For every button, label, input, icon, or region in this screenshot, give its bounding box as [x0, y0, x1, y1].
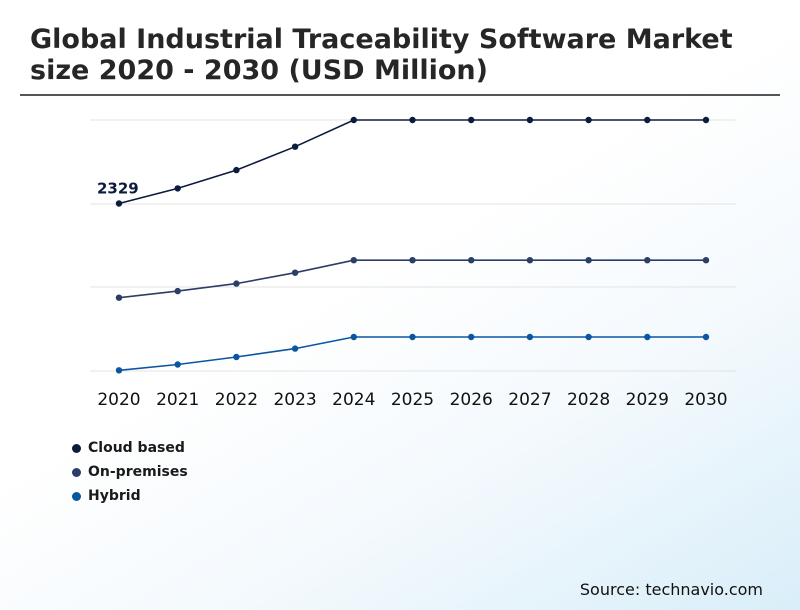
source-credit: Source: technavio.com — [579, 580, 763, 599]
legend-label: Cloud based — [88, 440, 185, 456]
x-tick-label: 2020 — [97, 390, 140, 410]
x-tick-label: 2028 — [567, 390, 610, 410]
data-point-on-premises — [115, 294, 123, 301]
line-chart: 2329 2020 2021 2022 2023 2024 2025 2026 2027 202… — [90, 116, 736, 410]
x-tick-label: 2022 — [215, 390, 258, 410]
data-point-cloud-based — [644, 116, 651, 124]
data-point-on-premises — [233, 280, 240, 287]
legend-label: On-premises — [88, 464, 188, 480]
legend-item-hybrid[interactable]: Hybrid — [72, 484, 188, 508]
series-points — [115, 116, 710, 374]
x-tick-label: 2023 — [273, 390, 316, 410]
legend-label: Hybrid — [88, 488, 141, 504]
legend: Cloud based On-premises Hybrid — [72, 436, 188, 508]
x-axis-ticks: 2020 2021 2022 2023 2024 2025 2026 2027 2028 2029… — [97, 390, 727, 410]
x-tick-label: 2021 — [156, 390, 199, 410]
data-point-cloud-based — [233, 166, 240, 174]
data-point-on-premises — [291, 269, 299, 276]
data-point-on-premises — [174, 287, 181, 295]
data-labels: 2329 — [97, 180, 139, 198]
legend-marker-cloud-based — [72, 443, 81, 453]
data-point-cloud-based — [350, 116, 357, 124]
data-point-hybrid — [115, 367, 123, 374]
x-tick-label: 2029 — [626, 390, 669, 410]
data-point-hybrid — [526, 333, 534, 341]
data-point-cloud-based — [526, 116, 534, 124]
data-point-on-premises — [350, 257, 357, 264]
data-point-hybrid — [233, 353, 240, 361]
data-point-hybrid — [644, 333, 651, 341]
data-point-hybrid — [174, 361, 181, 368]
x-tick-label: 2026 — [450, 390, 493, 410]
data-point-on-premises — [702, 257, 710, 264]
data-point-cloud-based — [174, 185, 181, 192]
data-point-cloud-based — [468, 116, 475, 124]
series-line-hybrid — [118, 336, 706, 372]
data-point-hybrid — [409, 333, 416, 341]
data-point-hybrid — [468, 333, 475, 341]
data-point-cloud-based — [291, 143, 299, 150]
data-point-cloud-based — [115, 200, 123, 207]
data-label: 2329 — [97, 180, 139, 198]
x-tick-label: 2025 — [391, 390, 434, 410]
data-point-on-premises — [585, 257, 592, 264]
series-line-on-premises — [118, 259, 706, 299]
data-point-cloud-based — [702, 116, 710, 124]
legend-marker-on-premises — [72, 467, 81, 477]
legend-marker-hybrid — [72, 491, 81, 501]
data-point-hybrid — [291, 345, 299, 352]
gridlines — [90, 119, 736, 372]
data-point-hybrid — [702, 333, 710, 341]
legend-item-cloud-based[interactable]: Cloud based — [72, 436, 188, 460]
title-divider — [20, 94, 780, 96]
series-line-cloud-based — [118, 119, 706, 205]
legend-item-on-premises[interactable]: On-premises — [72, 460, 188, 484]
x-tick-label: 2030 — [684, 390, 727, 410]
data-point-on-premises — [409, 257, 416, 264]
chart-title: Global Industrial Traceability Software … — [30, 24, 733, 86]
data-point-cloud-based — [585, 116, 592, 124]
data-point-hybrid — [350, 333, 357, 341]
x-tick-label: 2027 — [508, 390, 551, 410]
series-lines — [118, 119, 706, 372]
data-point-on-premises — [468, 257, 475, 264]
data-point-hybrid — [585, 333, 592, 341]
data-point-cloud-based — [409, 116, 416, 124]
x-tick-label: 2024 — [332, 390, 375, 410]
data-point-on-premises — [644, 257, 651, 264]
data-point-on-premises — [526, 257, 534, 264]
